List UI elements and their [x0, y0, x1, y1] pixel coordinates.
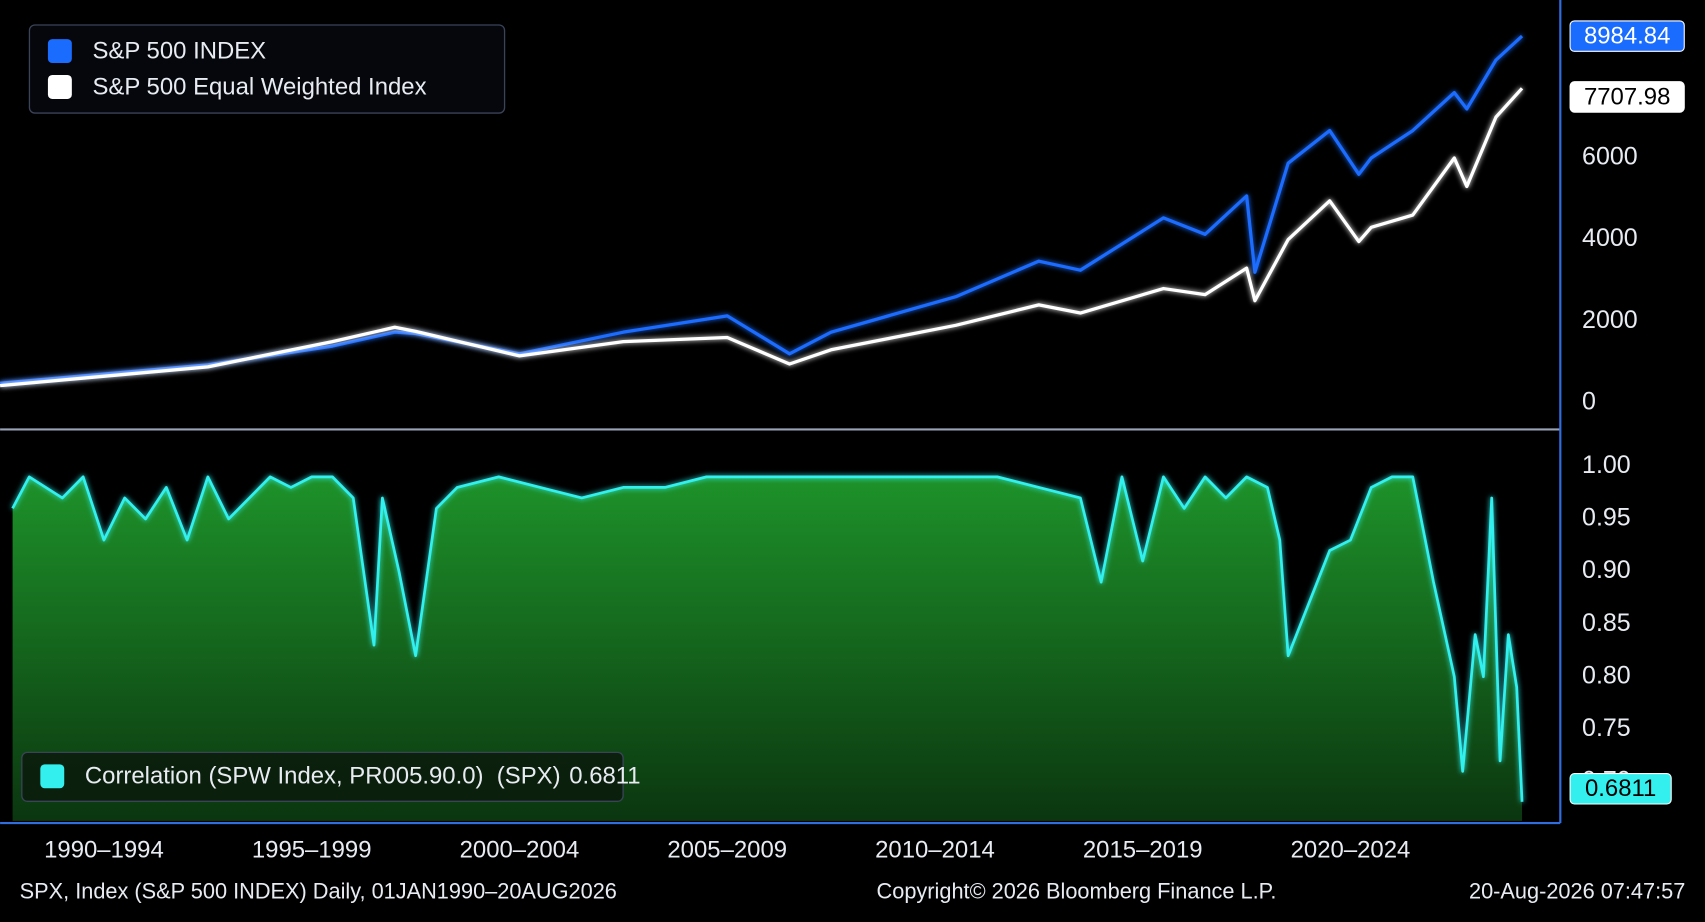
- y-tick-label: 2000: [1582, 306, 1638, 334]
- y-tick-label: 0.90: [1582, 556, 1631, 584]
- legend-label: S&P 500 Equal Weighted Index: [93, 73, 427, 100]
- y-tick-label: 1.00: [1582, 451, 1631, 479]
- legend-value: 0.6811: [569, 763, 640, 790]
- plot: [0, 34, 1524, 821]
- legend-box: [21, 751, 624, 802]
- last-value-tag: [1569, 773, 1672, 805]
- footer-center: Copyright© 2026 Bloomberg Finance L.P.: [877, 878, 1277, 903]
- legend-swatch: [40, 764, 65, 789]
- series-line: [11, 475, 1524, 802]
- last-value-tag: [1569, 20, 1685, 52]
- legend-box: [28, 24, 506, 114]
- y-tick-label: 0.85: [1582, 609, 1631, 637]
- legend-label: S&P 500 INDEX: [93, 38, 267, 65]
- x-tick-label: 1990–1994: [44, 837, 164, 864]
- last-value-label: 7707.98: [1584, 83, 1670, 110]
- y-tick-label: 0.80: [1582, 661, 1631, 689]
- y-tick-label: 0.75: [1582, 714, 1631, 742]
- series-area: [12, 476, 1523, 821]
- last-value-tag: [1569, 81, 1685, 113]
- x-tick-label: 2000–2004: [460, 837, 580, 864]
- legend-label: Correlation (SPW Index, PR005.90.0) (SPX…: [85, 763, 561, 790]
- last-value-label: 8984.84: [1584, 23, 1670, 50]
- y-tick-label: 6000: [1582, 143, 1638, 171]
- y-tick-label: 0.95: [1582, 504, 1631, 532]
- series-line: [0, 87, 1524, 388]
- x-tick-label: 2005–2009: [667, 837, 787, 864]
- x-tick-label: 2010–2014: [875, 837, 995, 864]
- y-tick-label: 0: [1582, 387, 1596, 415]
- x-tick-label: 1995–1999: [252, 837, 372, 864]
- x-tick-label: 2020–2024: [1291, 837, 1411, 864]
- last-value-label: 0.6811: [1585, 775, 1656, 802]
- legend-swatch: [47, 75, 72, 99]
- footer-right: 20-Aug-2026 07:47:57: [1469, 878, 1685, 903]
- overlay: 0 2000 4000 6000 8984.84 7707.98 S&P 500 INDEX…: [21, 20, 1685, 864]
- footer-left: SPX, Index (S&P 500 INDEX) Daily, 01JAN1…: [20, 878, 617, 903]
- y-tick-label: 4000: [1582, 224, 1638, 252]
- x-tick-label: 2015–2019: [1083, 837, 1203, 864]
- legend-swatch: [47, 39, 72, 64]
